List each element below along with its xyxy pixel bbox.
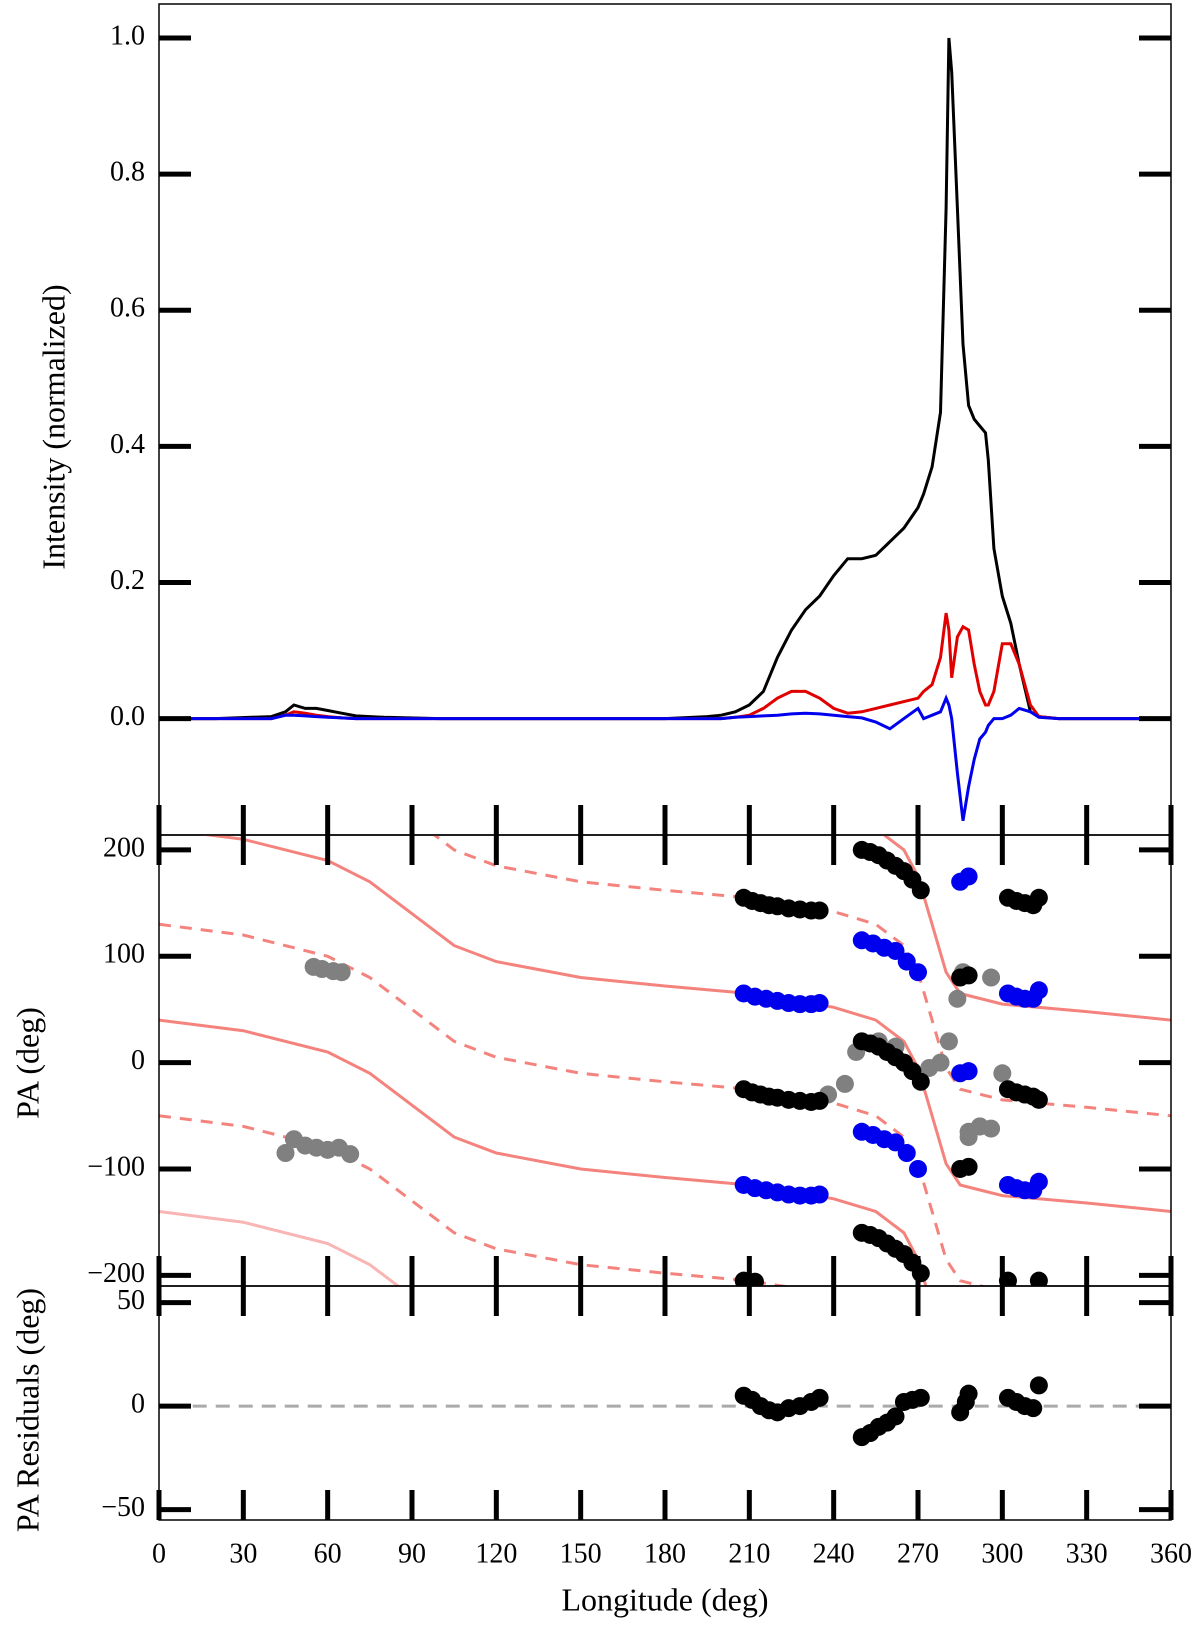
point [897, 1144, 916, 1163]
point [1024, 1399, 1043, 1418]
point [993, 1064, 1012, 1083]
x-axis-title: Longitude (deg) [561, 1581, 768, 1617]
plot-area [159, 37, 1171, 821]
line [159, 1210, 401, 1286]
point [959, 1157, 978, 1176]
line [159, 37, 1171, 721]
y-tick-label: −200 [87, 1258, 145, 1289]
point [341, 1145, 360, 1164]
point [810, 1388, 829, 1407]
point [886, 1133, 905, 1152]
point [959, 1062, 978, 1081]
point [810, 1185, 829, 1204]
point [911, 1072, 930, 1091]
x-tick-label: 0 [152, 1538, 166, 1569]
point [886, 1407, 905, 1426]
y-tick-label: 200 [103, 832, 145, 863]
x-tick-label: 240 [813, 1538, 855, 1569]
point [939, 1032, 958, 1051]
y-tick-label: 0 [131, 1045, 145, 1076]
line [159, 922, 988, 1286]
point [332, 963, 351, 982]
y-tick-label: 50 [117, 1285, 145, 1316]
y-tick-label: 0.0 [110, 701, 145, 732]
y-tick-label: 0.8 [110, 157, 145, 188]
point [276, 1144, 295, 1163]
point [911, 881, 930, 900]
point [810, 1091, 829, 1110]
x-tick-label: 270 [897, 1538, 939, 1569]
point [982, 1119, 1001, 1138]
x-tick-label: 90 [398, 1538, 426, 1569]
point [1029, 1271, 1048, 1286]
frame [158, 1285, 1172, 1521]
x-tick-label: 360 [1150, 1538, 1192, 1569]
point [959, 1384, 978, 1403]
y-axis-title: PA (deg) [9, 1007, 45, 1119]
y-tick-label: 0 [131, 1389, 145, 1420]
point [909, 1159, 927, 1178]
y-axis-title: PA Residuals (deg) [9, 1288, 45, 1532]
y-tick-label: 1.0 [110, 20, 145, 51]
point [982, 968, 1001, 987]
point [948, 989, 967, 1008]
x-tick-label: 300 [981, 1538, 1023, 1569]
x-tick-label: 150 [560, 1538, 602, 1569]
point [1029, 888, 1048, 907]
x-tick-label: 30 [229, 1538, 257, 1569]
plot-area [192, 1376, 1171, 1447]
line [159, 1018, 928, 1286]
x-tick-label: 120 [475, 1538, 517, 1569]
point [959, 867, 978, 886]
point [810, 901, 829, 920]
x-tick-label: 180 [644, 1538, 686, 1569]
point [1029, 1172, 1048, 1191]
point [886, 941, 905, 960]
y-tick-label: −100 [87, 1151, 145, 1182]
point [897, 952, 916, 971]
x-tick-label: 330 [1066, 1538, 1108, 1569]
point [911, 1264, 930, 1283]
y-tick-label: 0.6 [110, 293, 145, 324]
point [959, 966, 978, 985]
point [959, 1128, 978, 1147]
point [810, 994, 829, 1013]
point [1029, 981, 1048, 1000]
line [432, 835, 1171, 1118]
point [931, 1053, 950, 1072]
x-tick-label: 210 [728, 1538, 770, 1569]
point [1029, 1090, 1048, 1109]
y-tick-label: 100 [103, 939, 145, 970]
point [911, 1388, 930, 1407]
y-tick-label: 0.2 [110, 565, 145, 596]
y-tick-label: −50 [101, 1492, 145, 1523]
x-tick-label: 60 [314, 1538, 342, 1569]
line [159, 694, 1171, 821]
point [835, 1074, 854, 1093]
y-tick-label: 0.4 [110, 429, 145, 460]
point [1029, 1376, 1048, 1395]
frame [158, 3, 1172, 836]
point [909, 963, 927, 982]
y-axis-title: Intensity (normalized) [35, 284, 71, 569]
line [159, 612, 1171, 721]
plot-area [159, 835, 1171, 1286]
